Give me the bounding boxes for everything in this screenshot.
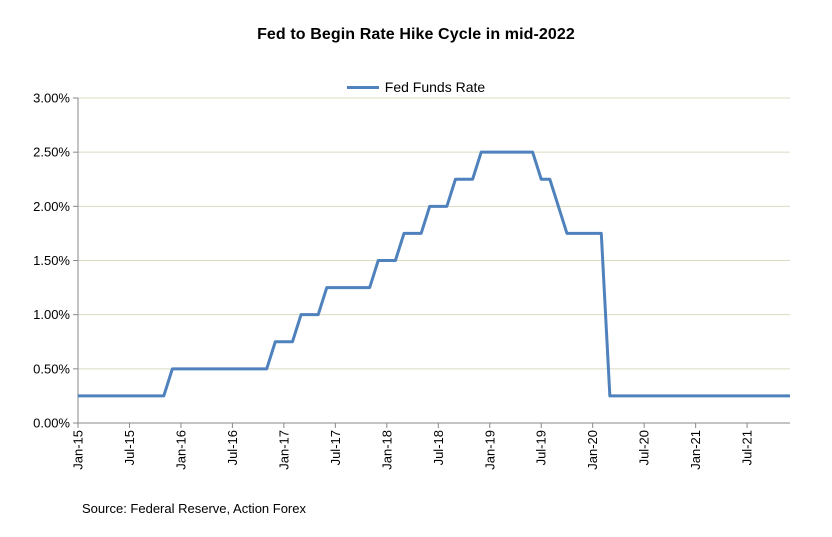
chart-title: Fed to Begin Rate Hike Cycle in mid-2022 [257, 26, 575, 43]
y-axis-label: 0.00% [33, 416, 70, 431]
x-axis-label: Jan-15 [71, 430, 86, 470]
x-axis-label: Jan-18 [379, 430, 394, 470]
x-axis-label: Jan-17 [276, 430, 291, 470]
legend-line-swatch-icon [346, 85, 379, 89]
y-axis-label: 2.00% [33, 199, 70, 214]
x-axis-label: Jul-18 [431, 430, 446, 465]
x-axis-label: Jan-20 [585, 430, 600, 470]
legend: Fed Funds Rate [0, 79, 832, 95]
x-axis-label: Jul-15 [122, 430, 137, 465]
y-axis-label: 1.50% [33, 253, 70, 268]
x-axis-label: Jan-21 [688, 430, 703, 470]
y-axis-label: 0.50% [33, 361, 70, 376]
y-axis-label: 1.00% [33, 307, 70, 322]
x-axis-label: Jan-19 [482, 430, 497, 470]
source-note: Source: Federal Reserve, Action Forex [82, 501, 306, 516]
x-axis-label: Jul-16 [225, 430, 240, 465]
y-axis-label: 2.50% [33, 145, 70, 160]
x-axis-label: Jul-20 [637, 430, 652, 465]
x-axis-label: Jul-17 [328, 430, 343, 465]
x-axis-label: Jul-21 [740, 430, 755, 465]
y-axis-label: 3.00% [33, 91, 70, 106]
legend-series-label: Fed Funds Rate [384, 79, 486, 95]
x-axis-label: Jul-19 [534, 430, 549, 465]
x-axis-label: Jan-16 [173, 430, 188, 470]
series-line-fed-funds-rate [78, 150, 790, 398]
